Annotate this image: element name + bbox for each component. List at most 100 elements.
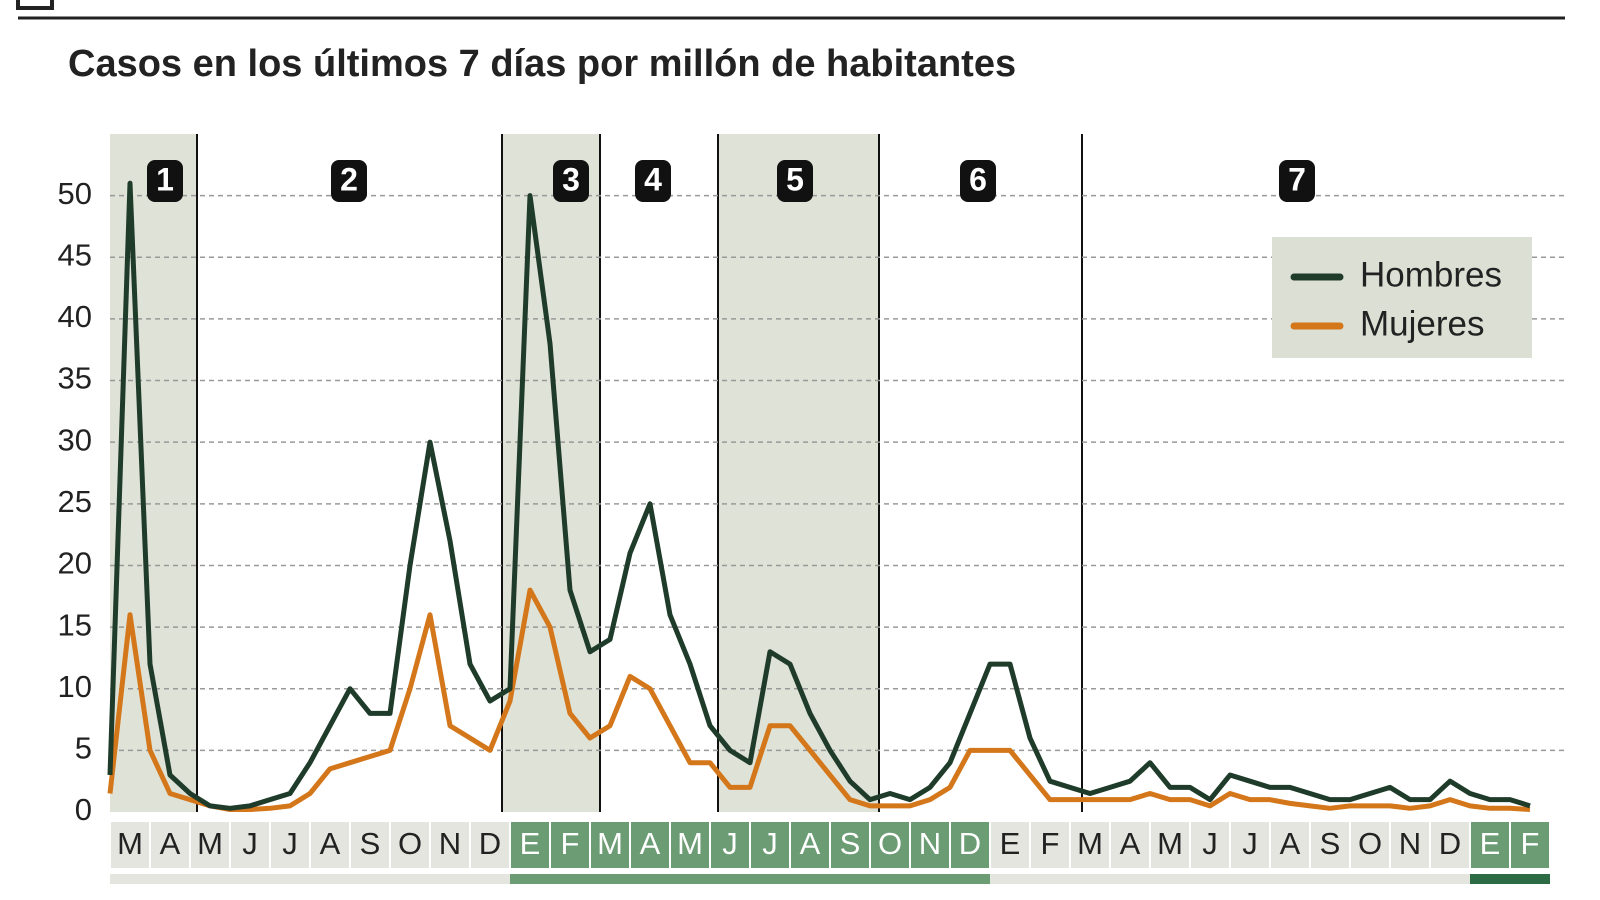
month-cell (271, 822, 309, 868)
month-cell (671, 822, 709, 868)
month-cell (311, 822, 349, 868)
x-tick-label: J (282, 826, 298, 861)
x-tick-label: M (1077, 826, 1103, 861)
month-cell (1031, 822, 1069, 868)
legend-label: Hombres (1360, 255, 1502, 294)
header-icon (16, 0, 54, 10)
x-tick-label: O (1358, 826, 1382, 861)
month-cell (231, 822, 269, 868)
month-cell (831, 822, 869, 868)
year-strip (990, 874, 1030, 884)
period-label: 1 (156, 161, 174, 197)
year-strip (110, 874, 150, 884)
month-cell (951, 822, 989, 868)
x-tick-label: J (722, 826, 738, 861)
x-tick-label: A (640, 826, 661, 861)
x-tick-label: F (1521, 826, 1540, 861)
year-strip (910, 874, 950, 884)
year-strip (310, 874, 350, 884)
year-strip (1230, 874, 1270, 884)
x-tick-label: J (1242, 826, 1258, 861)
year-strip (1470, 874, 1510, 884)
year-strip (190, 874, 230, 884)
period-label: 4 (644, 161, 662, 197)
month-cell (1231, 822, 1269, 868)
y-tick-label: 20 (58, 546, 92, 581)
x-tick-label: J (762, 826, 778, 861)
x-tick-label: M (1157, 826, 1183, 861)
y-tick-label: 5 (75, 731, 92, 766)
year-strip (1310, 874, 1350, 884)
year-strip (470, 874, 510, 884)
month-cell (431, 822, 469, 868)
month-cell (791, 822, 829, 868)
x-tick-label: A (1120, 826, 1141, 861)
year-strip (830, 874, 870, 884)
period-badge (1279, 160, 1315, 202)
period-badge (331, 160, 367, 202)
period-badge (635, 160, 671, 202)
year-strip (1190, 874, 1230, 884)
period-label: 7 (1288, 161, 1306, 197)
x-tick-label: F (1041, 826, 1060, 861)
year-strip (790, 874, 830, 884)
x-tick-label: E (1480, 826, 1501, 861)
year-strip (630, 874, 670, 884)
y-tick-label: 10 (58, 669, 92, 704)
x-tick-label: E (520, 826, 541, 861)
y-tick-label: 50 (58, 176, 92, 211)
year-strip (870, 874, 910, 884)
x-tick-label: M (197, 826, 223, 861)
period-shade (110, 134, 197, 812)
month-cell (471, 822, 509, 868)
x-tick-label: D (1439, 826, 1461, 861)
x-tick-label: A (320, 826, 341, 861)
x-tick-label: O (398, 826, 422, 861)
period-badge (553, 160, 589, 202)
month-cell (1271, 822, 1309, 868)
x-tick-label: J (242, 826, 258, 861)
month-cell (1151, 822, 1189, 868)
year-strip (1270, 874, 1310, 884)
year-strip (1350, 874, 1390, 884)
y-tick-label: 45 (58, 237, 92, 272)
x-tick-label: J (1202, 826, 1218, 861)
month-cell (631, 822, 669, 868)
month-cell (1071, 822, 1109, 868)
y-tick-label: 0 (75, 792, 92, 827)
y-tick-label: 30 (58, 422, 92, 457)
month-cell (1351, 822, 1389, 868)
x-tick-label: F (561, 826, 580, 861)
y-tick-label: 15 (58, 607, 92, 642)
year-strip (750, 874, 790, 884)
month-cell (391, 822, 429, 868)
x-tick-label: O (878, 826, 902, 861)
year-strip (150, 874, 190, 884)
x-tick-label: S (840, 826, 861, 861)
x-tick-label: D (479, 826, 501, 861)
year-strip (710, 874, 750, 884)
month-cell (591, 822, 629, 868)
x-tick-label: N (919, 826, 941, 861)
x-tick-label: A (800, 826, 821, 861)
x-tick-label: D (959, 826, 981, 861)
chart-subtitle: Casos en los últimos 7 días por millón d… (68, 43, 1016, 85)
x-tick-label: M (677, 826, 703, 861)
month-cell (711, 822, 749, 868)
year-strip (590, 874, 630, 884)
year-strip (510, 874, 550, 884)
year-strip (1510, 874, 1550, 884)
y-tick-label: 35 (58, 361, 92, 396)
year-strip (1430, 874, 1470, 884)
month-cell (111, 822, 149, 868)
month-cell (1391, 822, 1429, 868)
period-label: 6 (969, 161, 987, 197)
period-badge (777, 160, 813, 202)
x-tick-label: A (160, 826, 181, 861)
year-strip (230, 874, 270, 884)
period-label: 5 (786, 161, 804, 197)
x-tick-label: M (117, 826, 143, 861)
month-cell (1511, 822, 1549, 868)
year-strip (270, 874, 310, 884)
month-cell (1191, 822, 1229, 868)
